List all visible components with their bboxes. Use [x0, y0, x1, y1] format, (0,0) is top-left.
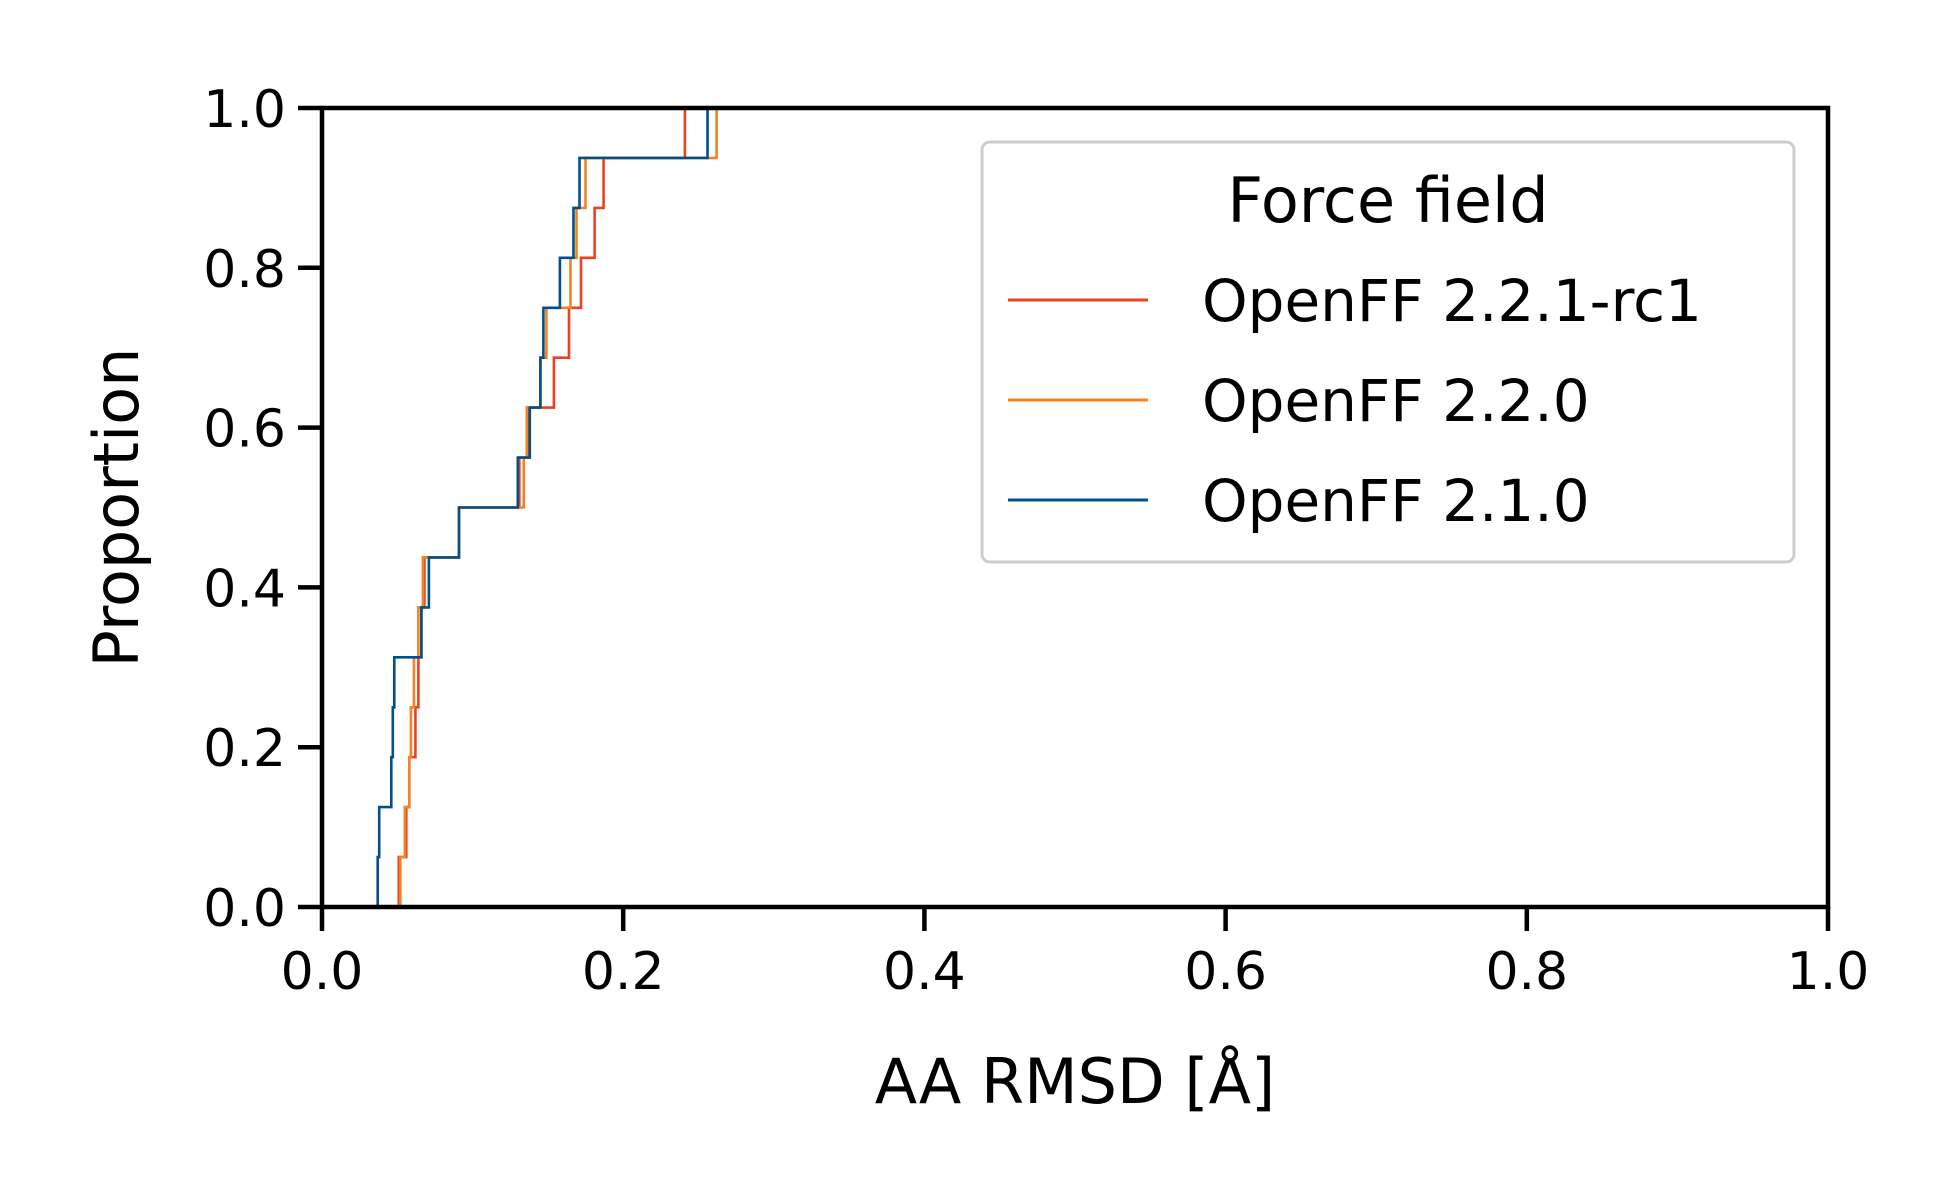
legend-box: [980, 140, 1796, 564]
y-tick-label: 1.0: [203, 80, 286, 140]
legend-title: Force field: [1227, 164, 1548, 237]
legend-label-0: OpenFF 2.2.1-rc1: [1202, 267, 1702, 335]
x-tick-label: 0.8: [1485, 942, 1568, 1002]
legend-entries: OpenFF 2.2.1-rc1 OpenFF 2.2.0 OpenFF 2.1.0: [1008, 267, 1702, 535]
x-tick-label: 1.0: [1787, 942, 1870, 1002]
series-layer: [376, 108, 718, 907]
x-tick-label: 0.6: [1184, 942, 1267, 1002]
ticks-layer: 0.0 0.2 0.4 0.6 0.8 1.0 0.0 0.2 0.4 0.6 0.8 1.0: [203, 80, 1869, 1002]
x-tick-label: 0.4: [883, 942, 966, 1002]
x-tick-label: 0.0: [281, 942, 364, 1002]
legend: Force field OpenFF 2.2.1-rc1 OpenFF 2.2.0…: [980, 140, 1796, 564]
plot-frame: [319, 105, 1831, 910]
series-line-1: [399, 108, 718, 907]
y-tick-label: 0.4: [203, 559, 286, 619]
legend-label-1: OpenFF 2.2.0: [1202, 367, 1590, 435]
y-axis-label: Proportion: [80, 348, 153, 668]
legend-label-2: OpenFF 2.1.0: [1202, 467, 1590, 535]
y-tick-label: 0.2: [203, 719, 286, 779]
y-tick-label: 0.8: [203, 240, 286, 300]
x-tick-label: 0.2: [582, 942, 665, 1002]
series-line-2: [376, 108, 709, 907]
x-axis-label: AA RMSD [Å]: [875, 1045, 1275, 1118]
series-line-0: [397, 108, 687, 907]
y-tick-label: 0.6: [203, 400, 286, 460]
y-tick-label: 0.0: [203, 879, 286, 939]
